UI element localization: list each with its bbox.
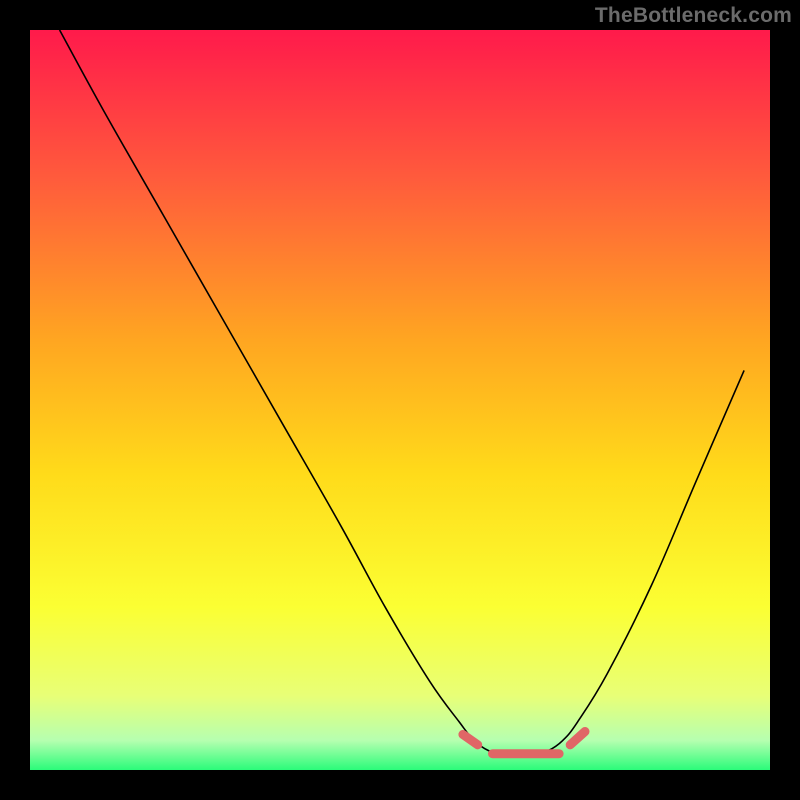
frame-left xyxy=(0,0,30,800)
frame-right xyxy=(770,0,800,800)
watermark-text: TheBottleneck.com xyxy=(595,4,792,28)
plot-area xyxy=(30,30,770,770)
frame-bottom xyxy=(0,770,800,800)
canvas: TheBottleneck.com xyxy=(0,0,800,800)
curve-line xyxy=(60,30,745,755)
bottleneck-curve xyxy=(30,30,770,770)
